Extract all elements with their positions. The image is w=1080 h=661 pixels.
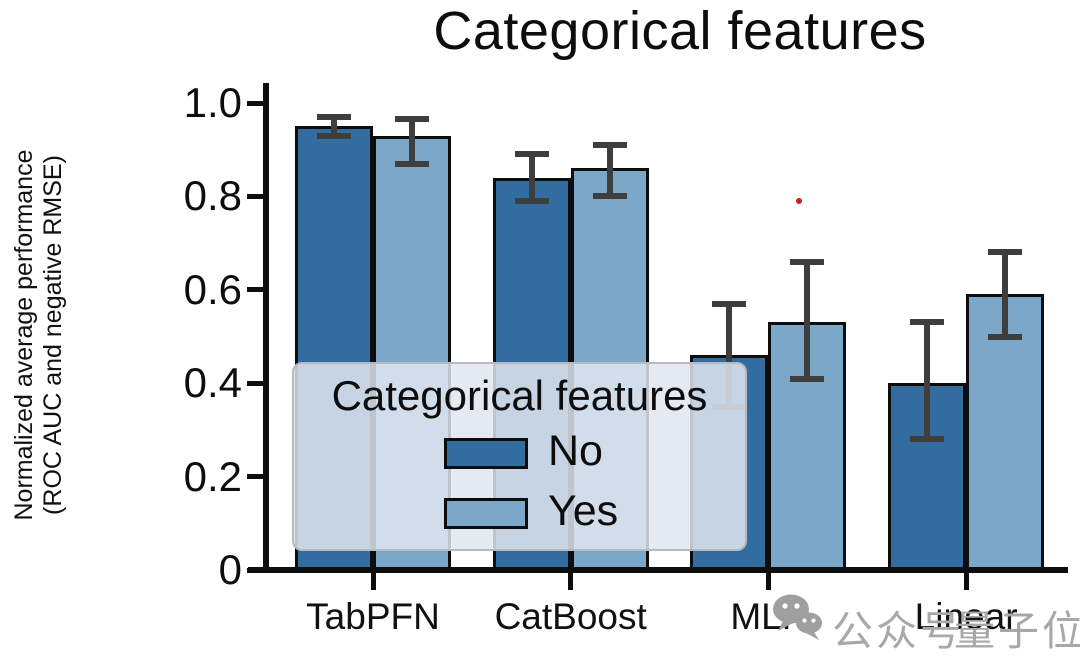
- chart-title: Categorical features: [433, 1, 927, 61]
- y-tick-mark-0.4: [247, 380, 264, 386]
- errorbar-line-catboost-yes: [606, 145, 613, 197]
- x-tick-mark-mlp: [765, 570, 771, 590]
- y-tick-mark-0.6: [247, 287, 264, 293]
- errorbar-cap-top-mlp-no: [712, 300, 747, 307]
- errorbar-line-catboost-no: [528, 154, 535, 202]
- y-tick-label-0.8: 0.8: [183, 172, 242, 220]
- legend-title: Categorical features: [331, 372, 708, 419]
- errorbar-line-mlp-yes: [804, 261, 811, 379]
- watermark-text-2: 量子位: [954, 608, 1080, 654]
- y-tick-mark-0: [247, 567, 264, 573]
- x-tick-mark-tabpfn: [370, 570, 376, 590]
- errorbar-cap-bottom-mlp-yes: [790, 375, 825, 382]
- errorbar-cap-bottom-tabpfn-no: [317, 132, 351, 139]
- errorbar-line-tabpfn-no: [331, 117, 337, 136]
- bar-linear-yes: [966, 294, 1045, 570]
- stray-red-dot: [796, 198, 802, 204]
- errorbar-cap-top-catboost-no: [514, 151, 549, 158]
- errorbar-cap-top-linear-no: [910, 319, 945, 326]
- errorbar-cap-top-mlp-yes: [790, 258, 825, 265]
- errorbar-line-linear-yes: [1002, 252, 1009, 337]
- y-tick-label-0.2: 0.2: [183, 452, 242, 500]
- legend: Categorical features No Yes: [292, 362, 747, 551]
- errorbar-cap-bottom-linear-no: [910, 436, 945, 443]
- errorbar-cap-bottom-catboost-yes: [592, 193, 627, 200]
- watermark: 公众号 量子位: [770, 590, 1080, 654]
- x-tick-label-linear: Linear: [914, 596, 1018, 637]
- y-axis-spine: [263, 83, 269, 573]
- errorbar-cap-bottom-tabpfn-yes: [395, 160, 429, 167]
- y-tick-label-0.4: 0.4: [183, 359, 242, 407]
- x-tick-label-catboost: CatBoost: [494, 596, 647, 637]
- y-tick-mark-0.2: [247, 474, 264, 480]
- y-tick-label-1.0: 1.0: [183, 79, 242, 126]
- y-tick-label-0: 0: [218, 546, 242, 593]
- y-tick-mark-0.8: [247, 193, 264, 199]
- wechat-icon: [773, 594, 822, 640]
- errorbar-line-mlp-no: [726, 303, 733, 407]
- y-tick-label-0.6: 0.6: [183, 265, 242, 313]
- x-tick-mark-linear: [963, 570, 969, 590]
- errorbar-line-linear-no: [924, 322, 931, 440]
- x-axis-spine: [248, 567, 1068, 573]
- legend-label-yes: Yes: [548, 487, 619, 535]
- errorbar-cap-bottom-linear-yes: [988, 333, 1023, 340]
- x-tick-label-tabpfn: TabPFN: [306, 596, 440, 637]
- legend-label-no: No: [548, 427, 603, 475]
- y-tick-mark-1.0: [247, 100, 264, 106]
- errorbar-line-tabpfn-yes: [409, 119, 415, 164]
- errorbar-cap-top-catboost-yes: [592, 142, 627, 149]
- legend-swatch-no: [444, 438, 528, 469]
- errorbar-cap-top-linear-yes: [988, 249, 1023, 256]
- x-tick-mark-catboost: [568, 570, 574, 590]
- legend-swatch-yes: [444, 498, 528, 529]
- errorbar-cap-top-tabpfn-no: [317, 114, 351, 120]
- errorbar-cap-top-tabpfn-yes: [395, 116, 429, 123]
- watermark-text-1: 公众号: [832, 608, 964, 654]
- errorbar-cap-bottom-catboost-no: [514, 198, 549, 205]
